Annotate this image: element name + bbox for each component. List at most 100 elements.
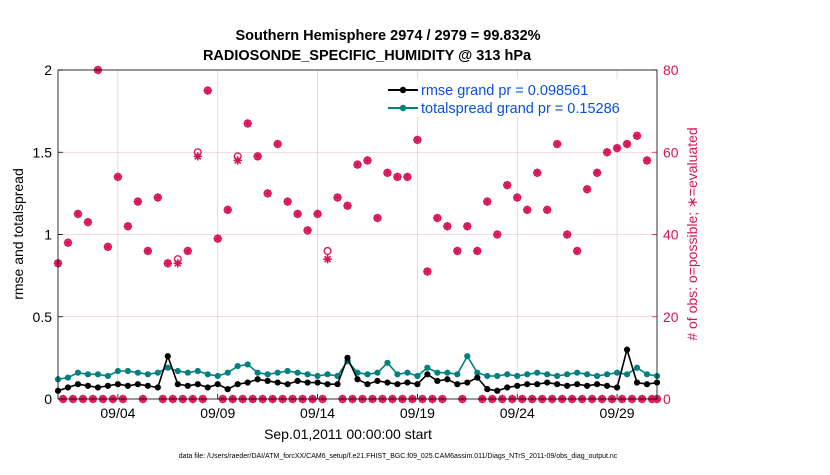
spread-point	[294, 369, 301, 376]
obs-star-stroke	[613, 144, 621, 152]
rmse-point	[154, 384, 161, 391]
rmse-point	[314, 379, 321, 386]
plot-frame	[57, 69, 658, 400]
obs-star-stroke	[543, 206, 551, 214]
legend-rmse-marker	[399, 86, 407, 94]
spread-point	[594, 372, 601, 380]
x-tick-label: 09/24	[500, 405, 535, 421]
obs-evaluated-point	[303, 226, 312, 235]
obs-star-stroke	[124, 222, 132, 230]
rmse-point	[304, 379, 311, 386]
obs-star-stroke	[74, 210, 82, 218]
rmse-point	[484, 386, 491, 393]
obs-evaluated-point	[173, 259, 182, 268]
obs-star-stroke	[194, 152, 202, 160]
rmse-point	[474, 374, 481, 381]
right-axis-ticks: 0 20 40 60 80	[652, 62, 679, 407]
x-axis-ticks: 09/04 09/09 09/14 09/19 09/24 09/29	[100, 394, 635, 421]
spread-point	[394, 371, 401, 378]
obs-star-stroke	[234, 156, 242, 164]
rmse-point	[144, 382, 151, 389]
rmse-point	[574, 381, 581, 388]
spread-point	[274, 369, 281, 376]
rmse-point	[354, 376, 361, 383]
obs-star-stroke	[643, 156, 651, 164]
rmse-point	[134, 381, 141, 388]
spread-point	[174, 367, 181, 375]
obs-star-stroke	[294, 210, 302, 218]
rmse-point	[324, 381, 331, 388]
obs-star-stroke	[363, 156, 371, 164]
rmse-point	[114, 381, 121, 388]
obs-evaluated-point	[453, 246, 462, 256]
obs-star-stroke	[134, 198, 142, 206]
spread-point	[494, 372, 501, 380]
obs-evaluated-point	[83, 217, 93, 227]
obs-star-stroke	[443, 222, 451, 230]
rmse-point	[394, 381, 401, 388]
rmse-point	[384, 379, 391, 386]
spread-point	[444, 369, 451, 376]
chart-subtitle: RADIOSONDE_SPECIFIC_HUMIDITY @ 313 hPa	[203, 48, 532, 64]
spread-point	[264, 371, 271, 378]
obs-star-stroke	[523, 206, 531, 214]
rmse-point	[404, 379, 411, 386]
spread-point	[464, 353, 471, 360]
spread-point	[633, 364, 641, 371]
spread-point	[314, 372, 321, 380]
spread-point	[194, 367, 201, 375]
obs-evaluated-point	[513, 193, 522, 202]
obs-evaluated-point	[353, 160, 362, 169]
obs-star-stroke	[383, 169, 391, 177]
obs-star-stroke	[453, 247, 461, 255]
rmse-point	[194, 381, 201, 388]
obs-evaluated-point	[612, 143, 622, 153]
obs-star-stroke	[214, 235, 222, 243]
obs-evaluated-point	[103, 242, 113, 252]
rmse-point	[514, 382, 521, 389]
rmse-point	[284, 381, 291, 388]
rmse-point	[633, 379, 641, 386]
spread-point	[643, 371, 651, 378]
rmse-point	[434, 377, 441, 385]
y2-tick-label: 20	[663, 309, 679, 325]
legend-spread-label: totalspread grand pr = 0.15286	[421, 101, 620, 117]
rmse-point	[244, 379, 251, 386]
y-tick-label: 1.5	[33, 144, 53, 160]
rmse-point	[94, 384, 102, 391]
obs-star-stroke	[324, 255, 332, 263]
obs-evaluated-point	[233, 156, 242, 165]
spread-point	[484, 372, 491, 380]
spread-point	[554, 372, 561, 380]
spread-point	[164, 364, 171, 371]
legend-spread-marker	[399, 104, 407, 112]
rmse-point	[294, 377, 301, 385]
spread-point	[114, 367, 121, 375]
rmse-point	[214, 381, 221, 388]
rmse-point	[564, 382, 571, 389]
obs-evaluated-point	[473, 246, 482, 256]
obs-evaluated-point	[523, 205, 532, 215]
obs-star-stroke	[433, 214, 441, 222]
obs-evaluated-point	[73, 209, 83, 219]
rmse-point	[613, 384, 621, 391]
obs-evaluated-point	[263, 189, 272, 198]
x-axis-label: Sep.01,2011 00:00:00 start	[264, 426, 432, 442]
rmse-point	[74, 381, 82, 388]
obs-star-stroke	[224, 206, 232, 214]
rmse-point	[64, 384, 72, 391]
x-tick-label: 09/14	[300, 405, 335, 421]
rmse-point	[344, 354, 351, 361]
rmse-point	[274, 379, 281, 386]
rmse-point	[603, 382, 611, 389]
obs-evaluated-point	[223, 205, 232, 215]
obs-star-stroke	[164, 259, 172, 267]
x-tick-label: 09/09	[200, 405, 235, 421]
rmse-point	[224, 386, 231, 393]
obs-star-stroke	[174, 259, 182, 267]
spread-point	[84, 371, 92, 378]
spread-point	[374, 369, 381, 376]
rmse-point	[204, 384, 211, 391]
spread-point	[404, 369, 411, 376]
